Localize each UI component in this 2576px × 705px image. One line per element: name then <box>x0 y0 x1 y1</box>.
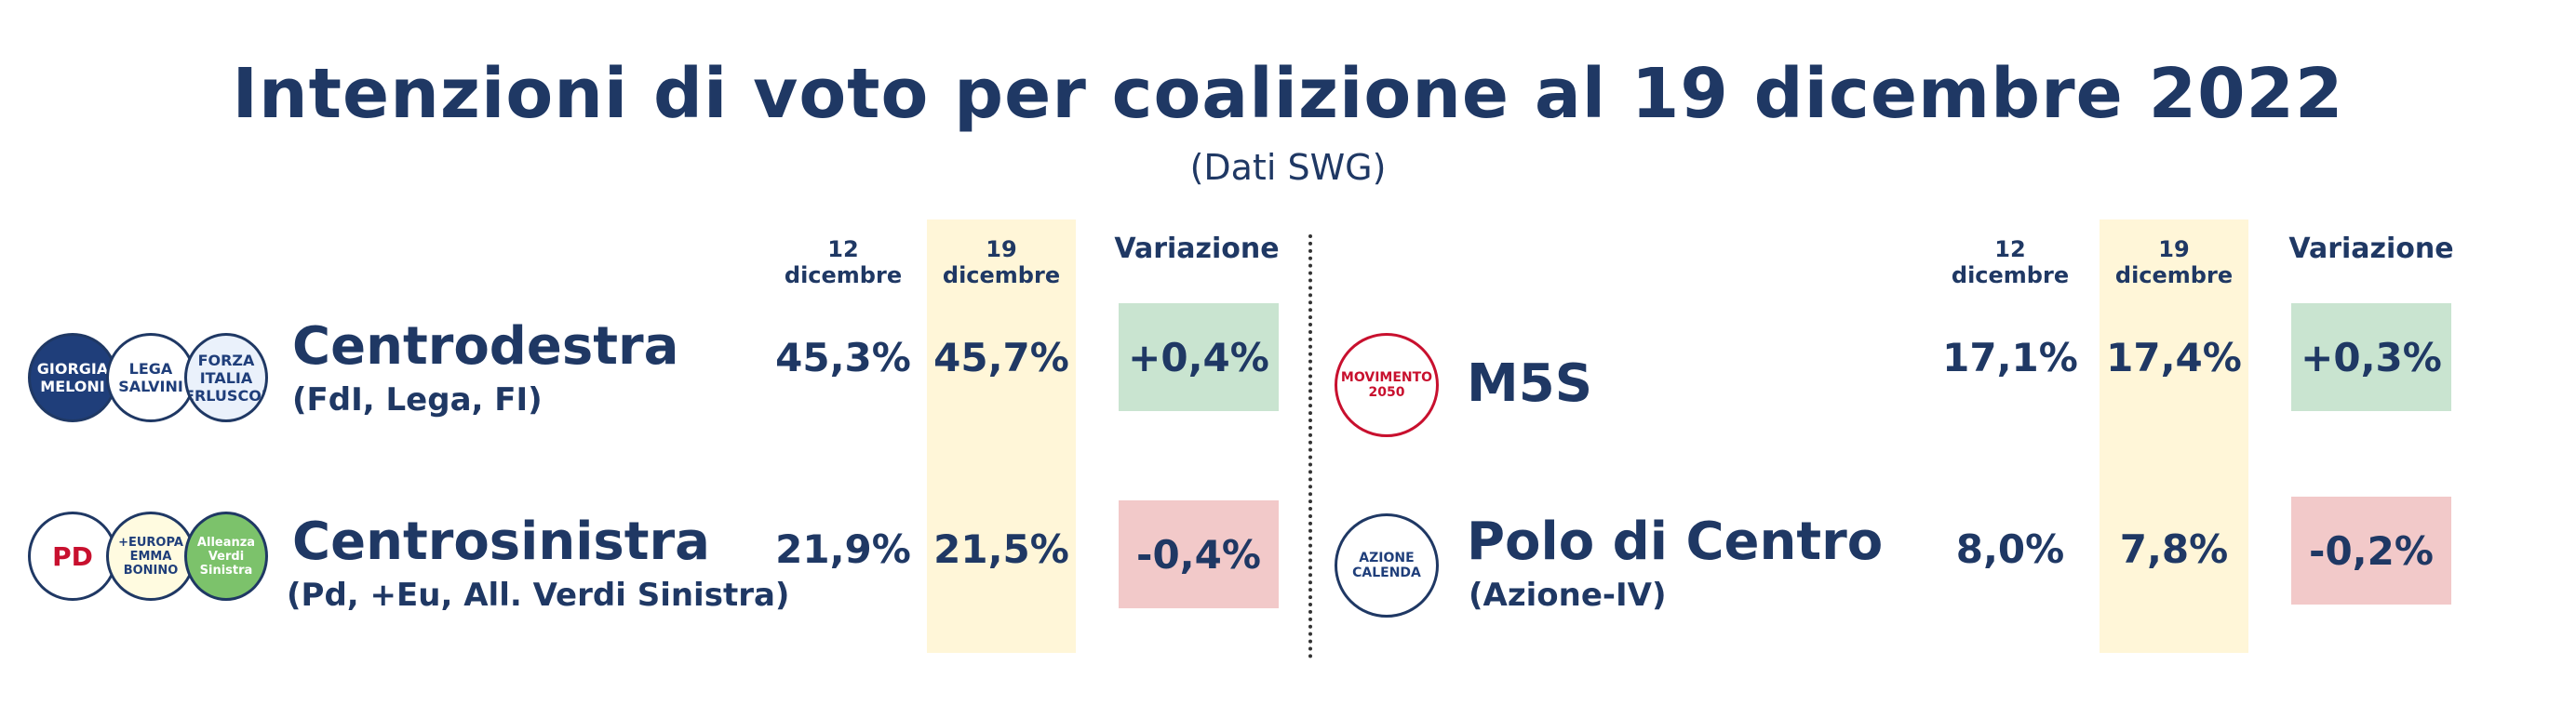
change-centrosinistra: -0,4% <box>1119 500 1279 608</box>
verdi-sinistra-logo-icon: Alleanza Verdi Sinistra <box>184 512 268 601</box>
value-curr-centrodestra: 45,7% <box>933 335 1069 380</box>
header-curr-right: 19 dicembre <box>2114 236 2234 288</box>
header-prev: 12 dicembre <box>784 236 903 288</box>
header-prev-right: 12 dicembre <box>1951 236 2070 288</box>
highlight-column-right <box>2100 219 2248 653</box>
column-divider <box>1308 234 1312 658</box>
change-m5s: +0,3% <box>2291 303 2451 411</box>
value-prev-centrosinistra: 21,9% <box>775 526 911 572</box>
chart-title: Intenzioni di voto per coalizione al 19 … <box>232 54 2344 134</box>
header-curr: 19 dicembre <box>942 236 1061 288</box>
value-curr-polo-di-centro: 7,8% <box>2119 526 2229 572</box>
row-detail-centrodestra: (FdI, Lega, FI) <box>292 381 543 419</box>
chart-subtitle: (Dati SWG) <box>1189 147 1387 188</box>
piu-europa-logo-icon: +EUROPA EMMA BONINO <box>106 512 195 601</box>
m5s-logo-icon: MOVIMENTO 2050 <box>1335 333 1439 437</box>
row-detail-polo-di-centro: (Azione-IV) <box>1469 577 1667 614</box>
value-curr-m5s: 17,4% <box>2106 335 2242 380</box>
header-change: Variazione <box>1114 233 1280 265</box>
row-detail-centrosinistra: (Pd, +Eu, All. Verdi Sinistra) <box>287 577 790 614</box>
value-curr-centrosinistra: 21,5% <box>933 526 1069 572</box>
forza-italia-logo-icon: FORZA ITALIA BERLUSCONI <box>184 333 268 422</box>
row-name-m5s: M5S <box>1467 353 1593 414</box>
row-name-centrodestra: Centrodestra <box>292 316 679 377</box>
highlight-column-left <box>927 219 1076 653</box>
change-centrodestra: +0,4% <box>1119 303 1279 411</box>
meloni-logo-icon: GIORGIA MELONI <box>28 333 117 422</box>
header-change-right: Variazione <box>2288 233 2454 265</box>
azione-calenda-logo-icon: AZIONE CALENDA <box>1335 513 1439 618</box>
value-prev-polo-di-centro: 8,0% <box>1955 526 2065 572</box>
pd-logo-icon: PD <box>28 512 117 601</box>
value-prev-centrodestra: 45,3% <box>775 335 911 380</box>
row-name-centrosinistra: Centrosinistra <box>292 512 710 572</box>
lega-logo-icon: LEGA SALVINI <box>106 333 195 422</box>
row-name-polo-di-centro: Polo di Centro <box>1467 512 1884 572</box>
value-prev-m5s: 17,1% <box>1942 335 2078 380</box>
change-polo-di-centro: -0,2% <box>2291 497 2451 605</box>
